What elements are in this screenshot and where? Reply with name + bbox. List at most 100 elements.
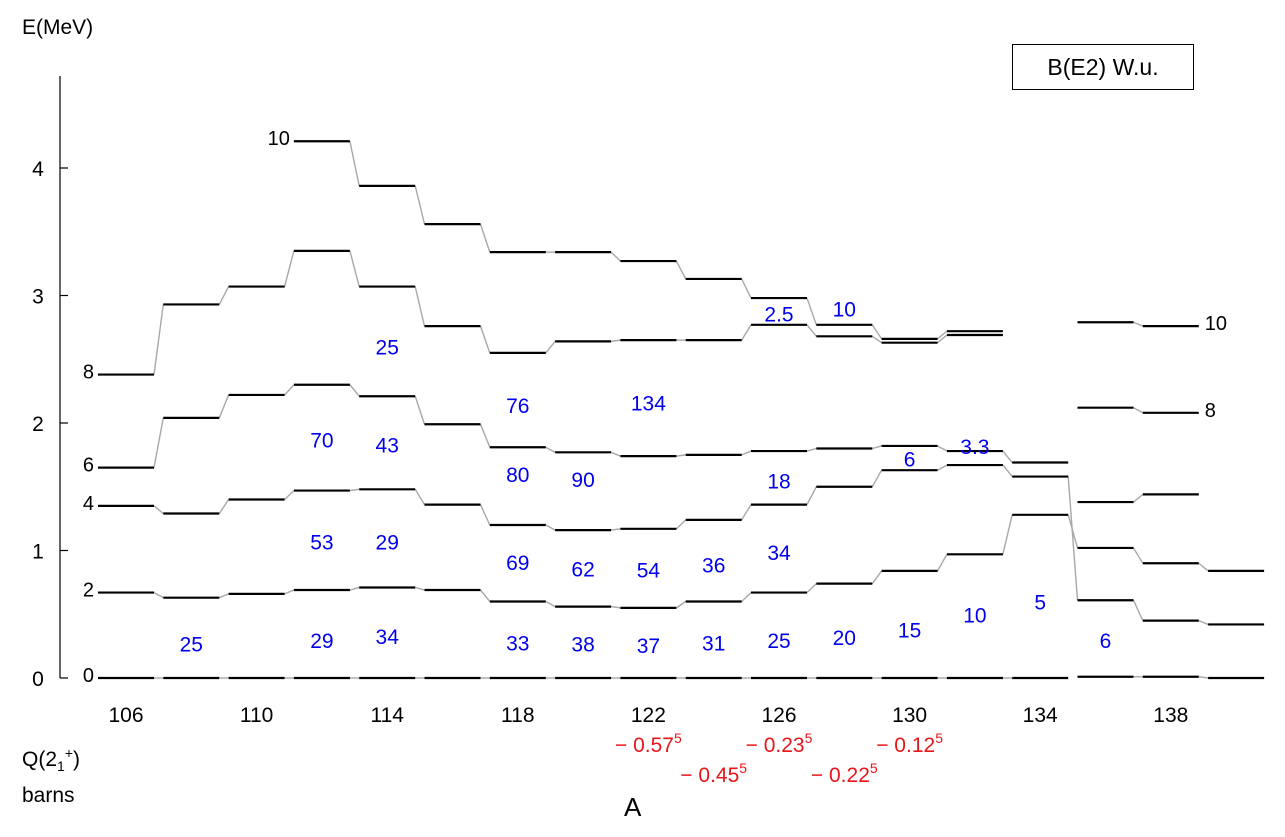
energy-levels (98, 140, 1265, 680)
x-tick-label: 134 (1023, 704, 1058, 727)
connector-line (283, 250, 295, 287)
y-tick-label: 0 (32, 668, 44, 691)
quadrupole-value: − 0.125 (876, 730, 943, 757)
connector-line (611, 528, 621, 531)
connector-line (1133, 321, 1144, 327)
spin-labels: 0 2 4 6 8 10 10 8 (83, 128, 1227, 687)
x-axis-label: A (624, 792, 642, 822)
be2-value: 90 (571, 469, 594, 492)
connector-line (806, 324, 817, 337)
be2-value: 38 (571, 634, 594, 657)
connector-line (153, 505, 164, 515)
connector-line (937, 330, 948, 340)
connector-lines (153, 141, 1209, 679)
be2-value: 62 (571, 558, 594, 581)
be2-value: 10 (963, 604, 986, 627)
connector-line (545, 524, 556, 531)
be2-annotations: 25 29 34 33 38 37 31 25 20 15 10 5 6 53 29 69 62 54 36 34 70… (180, 298, 1112, 658)
x-tick-label: 138 (1153, 704, 1188, 727)
connector-line (871, 469, 883, 488)
be2-value: 69 (506, 552, 529, 575)
connector-line (284, 589, 295, 595)
connector-line (610, 251, 621, 262)
connector-line (806, 447, 817, 452)
connector-line (414, 286, 426, 327)
quadrupole-value-superscript: 5 (739, 760, 747, 776)
connector-line (349, 250, 360, 287)
connector-line (414, 488, 426, 505)
be2-value: 6 (904, 449, 916, 472)
spin-label: 8 (1205, 400, 1216, 422)
connector-line (479, 424, 491, 448)
connector-line (1198, 676, 1209, 679)
connector-line (611, 339, 621, 343)
y-tick-label: 4 (32, 158, 44, 181)
connector-line (545, 340, 556, 354)
quadrupole-value: − 0.235 (746, 730, 813, 757)
connector-line (741, 324, 752, 341)
quadrupole-value-superscript: 5 (870, 760, 878, 776)
be2-value: 76 (506, 395, 529, 418)
connector-line (1198, 619, 1209, 626)
x-tick-label: 122 (631, 704, 666, 727)
connector-line (1067, 476, 1079, 601)
connector-line (1198, 562, 1209, 572)
connector-line (806, 486, 817, 505)
y-tick-label: 1 (32, 541, 44, 564)
be2-value: 43 (376, 435, 399, 458)
connector-line (741, 592, 752, 603)
spin-label: 4 (83, 493, 94, 515)
be2-value: 36 (702, 555, 725, 578)
be2-value: 15 (898, 620, 921, 643)
connector-line (349, 586, 360, 591)
connector-line (153, 591, 164, 599)
connector-line (349, 384, 360, 397)
connector-line (741, 278, 752, 299)
connector-line (414, 185, 426, 225)
connector-line (675, 519, 687, 530)
connector-line (806, 297, 817, 326)
connector-line (937, 445, 948, 452)
quadrupole-label-main: Q(2 (22, 748, 58, 771)
y-axis-label: E(MeV) (22, 16, 94, 39)
connector-line (1132, 547, 1144, 564)
connector-line (872, 445, 882, 450)
spin-label: 10 (268, 128, 290, 150)
quadrupole-value: − 0.225 (811, 760, 878, 787)
connector-line (479, 325, 491, 354)
connector-line (545, 446, 556, 453)
quadrupole-value-number: − 0.45 (680, 764, 739, 787)
be2-value: 25 (767, 630, 790, 653)
quadrupole-label: Q(21+) barns (22, 738, 80, 811)
connector-line (1133, 493, 1144, 503)
connector-line (545, 600, 556, 608)
connector-line (414, 396, 426, 425)
connector-line (219, 593, 229, 599)
connector-line (1002, 464, 1013, 477)
be2-value: 5 (1034, 592, 1046, 615)
quadrupole-label-sub: 1 (57, 758, 65, 775)
y-tick-label: 2 (32, 413, 44, 436)
quadrupole-value-number: − 0.12 (876, 734, 935, 757)
spin-label: 2 (83, 580, 94, 602)
be2-value: 34 (376, 626, 400, 649)
x-tick-label: 118 (501, 704, 534, 727)
connector-line (610, 451, 621, 457)
be2-value: 31 (702, 632, 725, 655)
x-tick-label: 106 (108, 704, 143, 727)
legend-label: B(E2) W.u. (1047, 53, 1159, 80)
connector-line (1133, 407, 1144, 414)
connector-line (153, 304, 164, 375)
be2-value: 34 (767, 542, 791, 565)
be2-value: 70 (310, 430, 333, 453)
quadrupole-value-superscript: 5 (674, 730, 682, 746)
connector-line (741, 450, 752, 456)
be2-value: 134 (631, 393, 666, 416)
connector-line (676, 454, 686, 457)
spin-label: 8 (83, 362, 94, 384)
be2-value: 53 (310, 532, 333, 555)
be2-value: 18 (767, 470, 790, 493)
connector-line (218, 394, 230, 419)
